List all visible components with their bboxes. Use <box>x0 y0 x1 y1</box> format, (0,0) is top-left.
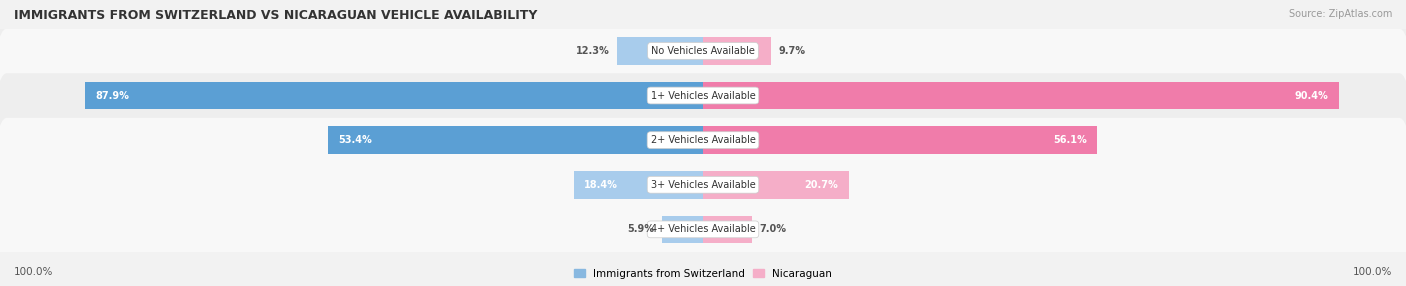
FancyBboxPatch shape <box>0 118 1406 286</box>
Text: 100.0%: 100.0% <box>1353 267 1392 277</box>
FancyBboxPatch shape <box>0 73 1406 286</box>
Text: Source: ZipAtlas.com: Source: ZipAtlas.com <box>1288 9 1392 19</box>
Bar <box>328 126 703 154</box>
Text: 3+ Vehicles Available: 3+ Vehicles Available <box>651 180 755 190</box>
Text: 12.3%: 12.3% <box>575 46 610 56</box>
Text: 2+ Vehicles Available: 2+ Vehicles Available <box>651 135 755 145</box>
Bar <box>617 37 703 65</box>
FancyBboxPatch shape <box>0 0 1406 162</box>
Text: 87.9%: 87.9% <box>96 91 129 100</box>
Bar <box>662 216 703 243</box>
Text: 7.0%: 7.0% <box>759 225 786 234</box>
Bar <box>703 171 849 198</box>
Legend: Immigrants from Switzerland, Nicaraguan: Immigrants from Switzerland, Nicaraguan <box>572 267 834 281</box>
FancyBboxPatch shape <box>0 29 1406 252</box>
Text: 18.4%: 18.4% <box>585 180 619 190</box>
Bar <box>84 82 703 109</box>
Bar <box>703 126 1098 154</box>
Bar <box>703 216 752 243</box>
Bar <box>574 171 703 198</box>
Text: 100.0%: 100.0% <box>14 267 53 277</box>
Text: IMMIGRANTS FROM SWITZERLAND VS NICARAGUAN VEHICLE AVAILABILITY: IMMIGRANTS FROM SWITZERLAND VS NICARAGUA… <box>14 9 537 21</box>
Text: 5.9%: 5.9% <box>627 225 654 234</box>
Text: 53.4%: 53.4% <box>339 135 373 145</box>
FancyBboxPatch shape <box>0 0 1406 207</box>
Bar <box>703 82 1339 109</box>
Text: 90.4%: 90.4% <box>1294 91 1329 100</box>
Text: 4+ Vehicles Available: 4+ Vehicles Available <box>651 225 755 234</box>
Bar <box>703 37 772 65</box>
Text: 1+ Vehicles Available: 1+ Vehicles Available <box>651 91 755 100</box>
Text: 20.7%: 20.7% <box>804 180 838 190</box>
Text: 56.1%: 56.1% <box>1053 135 1087 145</box>
Text: No Vehicles Available: No Vehicles Available <box>651 46 755 56</box>
Text: 9.7%: 9.7% <box>779 46 806 56</box>
